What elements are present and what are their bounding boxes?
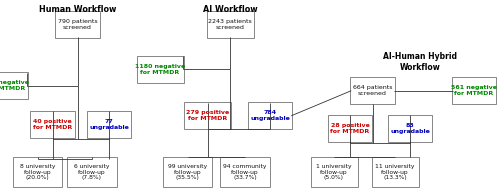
Text: 99 university
follow-up
(35.5%): 99 university follow-up (35.5%) (168, 164, 207, 180)
Text: 790 patients
screened: 790 patients screened (58, 19, 98, 30)
Text: 40 positive
for MTMDR: 40 positive for MTMDR (33, 119, 72, 130)
Text: 94 community
follow-up
(33.7%): 94 community follow-up (33.7%) (224, 164, 266, 180)
FancyBboxPatch shape (452, 77, 496, 104)
Text: 83
ungradable: 83 ungradable (390, 123, 430, 134)
Text: 2243 patients
screened: 2243 patients screened (208, 19, 252, 30)
Text: AI-Human Hybrid
Workflow: AI-Human Hybrid Workflow (383, 52, 457, 72)
Text: 77
ungradable: 77 ungradable (89, 119, 129, 130)
Text: AI Workflow: AI Workflow (202, 5, 258, 14)
FancyBboxPatch shape (87, 111, 131, 138)
Text: 784
ungradable: 784 ungradable (250, 110, 290, 121)
FancyBboxPatch shape (206, 11, 254, 37)
FancyBboxPatch shape (184, 102, 231, 129)
FancyBboxPatch shape (328, 115, 372, 142)
FancyBboxPatch shape (136, 56, 184, 83)
FancyBboxPatch shape (388, 115, 432, 142)
Text: 1180 negative
for MTMDR: 1180 negative for MTMDR (135, 64, 185, 75)
Text: 279 positive
for MTMDR: 279 positive for MTMDR (186, 110, 229, 121)
Text: 664 patients
screened: 664 patients screened (353, 85, 392, 96)
FancyBboxPatch shape (30, 111, 75, 138)
FancyBboxPatch shape (350, 77, 395, 104)
Text: 11 university
follow-up
(13.3%): 11 university follow-up (13.3%) (376, 164, 414, 180)
FancyBboxPatch shape (220, 157, 270, 188)
FancyBboxPatch shape (163, 157, 212, 188)
Text: 1 university
follow-up
(5.0%): 1 university follow-up (5.0%) (316, 164, 352, 180)
Text: 561 negative
for MTMDR: 561 negative for MTMDR (451, 85, 497, 96)
Text: Human Workflow: Human Workflow (39, 5, 116, 14)
FancyBboxPatch shape (372, 157, 418, 188)
FancyBboxPatch shape (67, 157, 117, 188)
FancyBboxPatch shape (55, 11, 100, 37)
FancyBboxPatch shape (248, 102, 292, 129)
FancyBboxPatch shape (13, 157, 62, 188)
Text: 6 university
follow-up
(7.8%): 6 university follow-up (7.8%) (74, 164, 110, 180)
Text: 8 university
follow-up
(20.0%): 8 university follow-up (20.0%) (20, 164, 55, 180)
FancyBboxPatch shape (0, 72, 28, 99)
Text: 28 positive
for MTMDR: 28 positive for MTMDR (330, 123, 370, 134)
FancyBboxPatch shape (310, 157, 358, 188)
Text: 673 negative
for MTMDR: 673 negative for MTMDR (0, 80, 29, 91)
